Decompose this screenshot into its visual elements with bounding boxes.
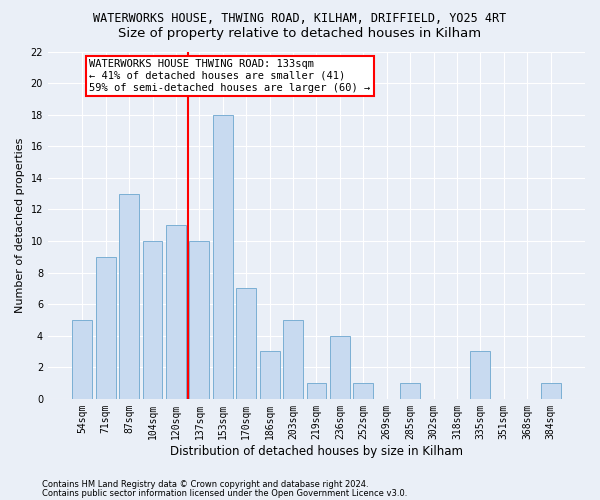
Bar (73, 320, 92, 399)
Bar (470, 352, 490, 399)
Text: Size of property relative to detached houses in Kilham: Size of property relative to detached ho… (118, 26, 482, 40)
Text: WATERWORKS HOUSE THWING ROAD: 133sqm
← 41% of detached houses are smaller (41)
5: WATERWORKS HOUSE THWING ROAD: 133sqm ← 4… (89, 60, 371, 92)
Text: Contains public sector information licensed under the Open Government Licence v3: Contains public sector information licen… (42, 488, 407, 498)
Bar (541, 383, 560, 399)
Text: WATERWORKS HOUSE, THWING ROAD, KILHAM, DRIFFIELD, YO25 4RT: WATERWORKS HOUSE, THWING ROAD, KILHAM, D… (94, 12, 506, 26)
Bar (307, 383, 326, 399)
Bar (143, 241, 163, 399)
Bar (166, 225, 186, 399)
Bar (260, 352, 280, 399)
Bar (190, 241, 209, 399)
X-axis label: Distribution of detached houses by size in Kilham: Distribution of detached houses by size … (170, 444, 463, 458)
Bar (330, 336, 350, 399)
Bar (236, 288, 256, 399)
Bar (353, 383, 373, 399)
Bar (96, 256, 116, 399)
Bar (213, 114, 233, 399)
Text: Contains HM Land Registry data © Crown copyright and database right 2024.: Contains HM Land Registry data © Crown c… (42, 480, 368, 489)
Bar (283, 320, 303, 399)
Bar (119, 194, 139, 399)
Bar (400, 383, 420, 399)
Y-axis label: Number of detached properties: Number of detached properties (15, 138, 25, 313)
